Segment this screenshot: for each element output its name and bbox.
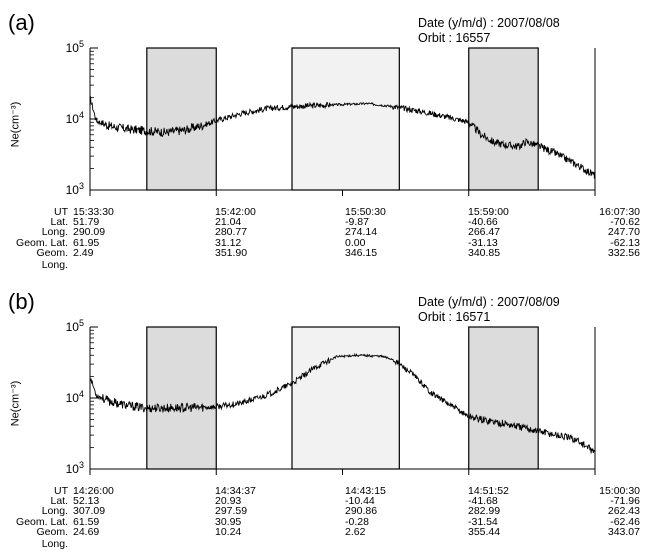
info-cell: 61.59 [73,515,100,528]
info-cell: -31.13 [468,236,498,249]
info-row-label: UT [54,206,68,218]
info-cell: -0.28 [345,515,369,528]
shaded-region [291,326,400,470]
y-tick-label: 103 [65,460,84,476]
info-row-label: UT [54,485,68,497]
info-cell: -62.13 [610,236,640,249]
meta-info: Date (y/m/d) : 2007/08/08 Orbit : 16557 [418,16,560,46]
info-cell: 14:34:37 [215,485,256,497]
info-cell: 247.70 [607,226,640,239]
info-cell: -40.66 [468,216,498,229]
info-cell: 332.56 [607,246,640,259]
info-cell: 14:26:00 [73,485,114,497]
info-cell: 280.77 [215,226,248,239]
info-cell: 346.15 [345,246,378,259]
shaded-region [146,326,217,470]
info-cell: 15:42:00 [215,206,256,218]
chart-panel-b: (b) Date (y/m/d) : 2007/08/09 Orbit : 16… [0,279,645,550]
y-tick-label: 104 [65,110,84,126]
info-cell: 2.62 [345,525,366,538]
y-tick-label: 105 [65,39,84,55]
info-cell: 24.69 [73,525,100,538]
shaded-region [468,47,539,191]
info-cell: 355.44 [468,525,501,538]
info-cell: 262.43 [607,505,640,518]
info-cell: 16:07:30 [599,206,640,218]
info-row-label: Long. [41,226,68,239]
info-cell: 15:50:30 [345,206,386,218]
info-cell: 52.13 [73,495,100,508]
info-cell: 30.95 [215,515,242,528]
info-cell: 351.90 [215,246,248,259]
info-cell: 266.47 [468,226,501,239]
info-row-label: Geom. Lat. [16,236,68,249]
y-tick-label: 103 [65,181,84,197]
ne-series-line [89,95,596,179]
info-cell: 340.85 [468,246,501,259]
panel-label: (a) [8,10,35,35]
info-cell: -10.44 [345,495,375,508]
info-cell: 15:00:30 [599,485,640,497]
info-cell: -9.87 [345,216,369,229]
info-row-label: Geom. Lat. [16,515,68,528]
ne-series-line [89,352,596,454]
y-tick-label: 104 [65,389,84,405]
info-cell: -31.54 [468,515,498,528]
info-cell: 15:33:30 [73,206,114,218]
meta-info: Date (y/m/d) : 2007/08/09 Orbit : 16571 [418,295,560,325]
date-label: Date (y/m/d) : 2007/08/09 [418,295,560,309]
info-cell: 290.09 [73,226,106,239]
plot-area [89,326,596,475]
info-cell: -62.46 [610,515,640,528]
info-cell: 15:59:00 [468,206,509,218]
info-cell: 290.86 [345,505,378,518]
orbit-label: Orbit : 16571 [418,310,491,324]
info-cell: 61.95 [73,236,100,249]
info-cell: 10.24 [215,525,242,538]
info-cell: -41.68 [468,495,498,508]
chart-panel-a: (a) Date (y/m/d) : 2007/08/08 Orbit : 16… [0,0,645,271]
info-row-label: Geom. Long. [36,525,68,550]
y-tick-label: 105 [65,318,84,334]
info-cell: 0.00 [345,236,366,249]
info-cell: 14:51:52 [468,485,509,497]
info-cell: 2.49 [73,246,94,259]
shaded-region [468,326,539,470]
info-cell: 14:43:15 [345,485,386,497]
info-cell: 21.04 [215,216,242,229]
orbit-label: Orbit : 16557 [418,31,491,45]
info-cell: 307.09 [73,505,106,518]
panel-label: (b) [8,289,35,314]
info-cell: 31.12 [215,236,242,249]
info-row-label: Long. [41,505,68,518]
info-cell: 297.59 [215,505,248,518]
shaded-region [291,47,400,191]
info-cell: 20.93 [215,495,242,508]
info-cell: 282.99 [468,505,501,518]
info-cell: 51.79 [73,216,100,229]
info-cell: 274.14 [345,226,378,239]
info-cell: -70.62 [610,216,640,229]
info-row-label: Lat. [50,216,68,229]
info-cell: 343.07 [607,525,640,538]
plot-area [89,47,596,196]
shaded-region [146,47,217,191]
date-label: Date (y/m/d) : 2007/08/08 [418,16,560,30]
info-row-label: Geom. Long. [36,246,68,271]
info-row-label: Lat. [50,495,68,508]
info-cell: -71.96 [610,495,640,508]
